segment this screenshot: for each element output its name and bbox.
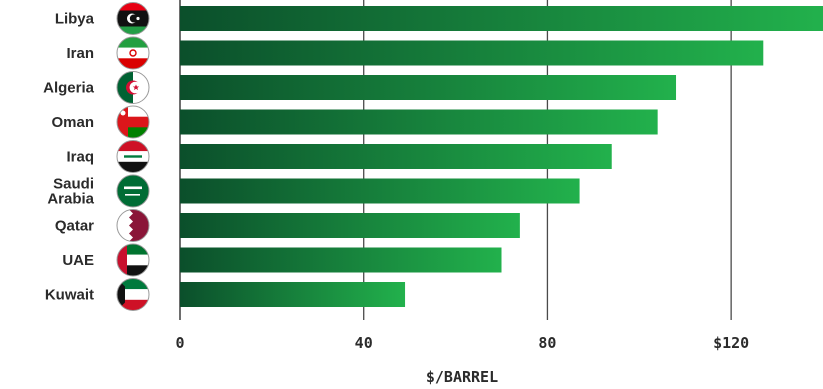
category-label: Kuwait <box>45 287 94 304</box>
bars <box>180 6 823 307</box>
flag-icons <box>116 2 150 311</box>
category-label: Qatar <box>55 218 94 235</box>
category-label: UAE <box>62 252 94 269</box>
category-label: Algeria <box>43 80 95 97</box>
category-label: Libya <box>55 11 95 28</box>
oman-flag-icon <box>116 105 150 139</box>
bar <box>180 144 612 169</box>
kuwait-flag-icon <box>116 278 150 311</box>
bar <box>180 75 677 100</box>
bar <box>180 247 502 273</box>
x-tick-label: $120 <box>713 334 749 352</box>
iran-flag-icon <box>116 36 150 70</box>
x-tick-label: 80 <box>538 334 556 352</box>
bar <box>180 6 823 31</box>
x-axis-label: $/BARREL <box>426 368 498 386</box>
category-label: Oman <box>51 114 94 131</box>
x-tick-labels: 0 40 80 $120 <box>175 334 749 352</box>
uae-flag-icon <box>116 243 150 277</box>
category-label: Iraq <box>66 149 94 166</box>
iraq-flag-icon <box>116 140 150 173</box>
bar <box>180 178 580 204</box>
category-label: Arabia <box>47 191 94 208</box>
bar <box>180 40 764 66</box>
algeria-flag-icon <box>116 71 150 104</box>
category-label: Iran <box>66 45 94 62</box>
bar <box>180 282 406 307</box>
bar <box>180 213 520 238</box>
x-tick-label: 40 <box>355 334 373 352</box>
category-label: Saudi <box>53 176 94 193</box>
qatar-flag-icon <box>116 209 150 242</box>
saudi-arabia-flag-icon <box>116 174 150 208</box>
x-tick-label: 0 <box>175 334 184 352</box>
bar <box>180 109 658 135</box>
libya-flag-icon <box>116 2 150 35</box>
